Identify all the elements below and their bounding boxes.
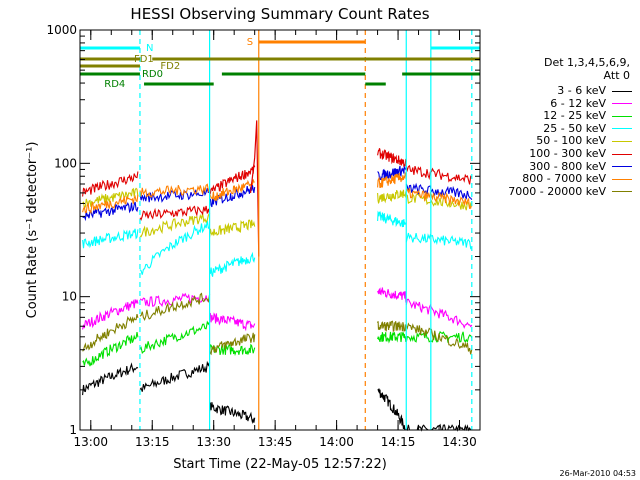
flag-label-n: N bbox=[146, 43, 153, 54]
legend-swatch-2 bbox=[612, 103, 632, 105]
series-8-line bbox=[82, 172, 473, 215]
flag-label-s: S bbox=[247, 37, 253, 48]
legend-swatch-4 bbox=[612, 128, 632, 130]
series-4-line bbox=[82, 210, 473, 277]
y-tick-label-2: 10 bbox=[62, 290, 77, 304]
legend-entry-9: 7000 - 20000 keV bbox=[508, 185, 632, 198]
legend-entry-8: 800 - 7000 keV bbox=[522, 172, 632, 185]
legend-swatch-1 bbox=[612, 90, 632, 92]
series-9-line bbox=[82, 292, 473, 356]
legend-label-3: 12 - 25 keV bbox=[543, 109, 606, 123]
x-tick-label-6: 14:15 bbox=[381, 435, 416, 449]
x-tick-label-5: 14:00 bbox=[319, 435, 354, 449]
legend-label-8: 800 - 7000 keV bbox=[522, 172, 606, 186]
y-tick-label-3: 100 bbox=[54, 156, 77, 170]
y-tick-label-4: 1000 bbox=[46, 23, 77, 37]
x-tick-label-4: 13:45 bbox=[258, 435, 293, 449]
legend-entry-6: 100 - 300 keV bbox=[529, 147, 632, 160]
legend-swatch-8 bbox=[612, 178, 632, 180]
legend-swatch-5 bbox=[612, 140, 632, 142]
legend-entry-5: 50 - 100 keV bbox=[536, 134, 632, 147]
legend-header-2: Att 0 bbox=[603, 69, 630, 82]
legend-swatch-9 bbox=[612, 191, 632, 193]
legend-label-4: 25 - 50 keV bbox=[543, 121, 606, 135]
legend-label-5: 50 - 100 keV bbox=[536, 134, 606, 148]
legend-entry-1: 3 - 6 keV bbox=[557, 84, 632, 97]
series-1-line bbox=[82, 360, 472, 432]
legend-swatch-3 bbox=[612, 115, 632, 117]
flag-label-rd0: RD0 bbox=[142, 69, 163, 80]
series-2-line bbox=[82, 287, 473, 332]
x-axis-label: Start Time (22-May-05 12:57:22) bbox=[173, 457, 387, 472]
series-5-line bbox=[82, 187, 473, 238]
y-tick-label-1: 1 bbox=[69, 423, 77, 437]
flag-label-rd4: RD4 bbox=[104, 79, 125, 90]
series-7-line bbox=[82, 165, 473, 222]
legend-entry-4: 25 - 50 keV bbox=[543, 122, 632, 135]
legend-swatch-6 bbox=[612, 153, 632, 155]
chart-title: HESSI Observing Summary Count Rates bbox=[130, 5, 429, 23]
flare-spike bbox=[249, 120, 260, 257]
x-tick-label-3: 13:30 bbox=[196, 435, 231, 449]
legend-entry-2: 6 - 12 keV bbox=[550, 97, 632, 110]
flag-label-fd1: FD1 bbox=[134, 54, 154, 65]
x-tick-label-7: 14:30 bbox=[442, 435, 477, 449]
legend-header-1: Det 1,3,4,5,6,9, bbox=[543, 56, 630, 69]
legend-swatch-7 bbox=[612, 166, 632, 168]
y-axis-label: Count Rate (s⁻¹ detector⁻¹) bbox=[25, 142, 40, 319]
legend-entry-3: 12 - 25 keV bbox=[543, 109, 632, 122]
legend-label-2: 6 - 12 keV bbox=[550, 96, 606, 110]
legend-label-1: 3 - 6 keV bbox=[557, 84, 606, 97]
footer-timestamp: 26-Mar-2010 04:53 bbox=[560, 469, 637, 478]
legend-label-6: 100 - 300 keV bbox=[529, 147, 606, 160]
flag-label-fd2: FD2 bbox=[160, 61, 180, 72]
legend-label-9: 7000 - 20000 keV bbox=[508, 184, 606, 198]
x-tick-label-2: 13:15 bbox=[135, 435, 170, 449]
legend-label-7: 300 - 800 keV bbox=[529, 159, 606, 173]
series-3-line bbox=[82, 320, 473, 367]
legend-entry-7: 300 - 800 keV bbox=[529, 160, 632, 173]
x-tick-label-1: 13:00 bbox=[73, 435, 108, 449]
plot-frame bbox=[79, 29, 481, 431]
series-6-line bbox=[82, 148, 473, 221]
